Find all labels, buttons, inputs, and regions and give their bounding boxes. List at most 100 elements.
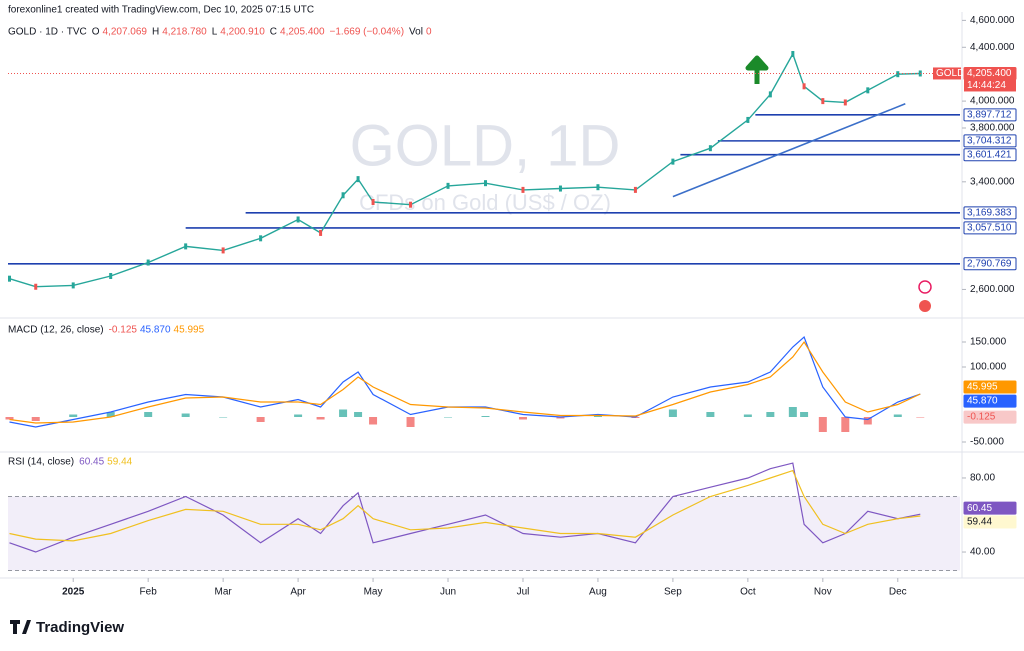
- up-arrow-head: [747, 58, 767, 70]
- x-tick-label: Sep: [664, 587, 682, 598]
- histogram-bar: [893, 414, 902, 417]
- histogram-bar: [481, 416, 490, 417]
- rsi-value: 60.45: [79, 457, 104, 468]
- candle: [259, 235, 263, 242]
- flag-icon[interactable]: [919, 300, 931, 312]
- candle: [821, 98, 825, 105]
- signal-axis-label-box: [963, 380, 1017, 394]
- histogram-bar: [369, 417, 378, 425]
- histogram-bar: [841, 417, 850, 432]
- level-label: 3,169.383: [967, 207, 1012, 218]
- attribution: forexonline1 created with TradingView.co…: [8, 5, 314, 16]
- last-price-label: 4,205.400: [967, 68, 1012, 79]
- candle: [184, 243, 188, 250]
- level-label-box: [963, 134, 1017, 148]
- change: −1.669 (−0.04%): [330, 27, 405, 38]
- candle: [7, 275, 11, 282]
- level-label-box: [963, 221, 1017, 235]
- logo: TradingView: [10, 619, 124, 636]
- histogram-bar: [339, 409, 348, 417]
- level-label: 3,897.712: [967, 110, 1012, 121]
- y-tick-label: -50.000: [970, 437, 1004, 448]
- histogram-axis-label-box: [963, 410, 1017, 424]
- histogram-axis-label: -0.125: [967, 412, 996, 423]
- candle: [558, 185, 562, 192]
- rsi-axis-label-box: [963, 501, 1017, 515]
- y-tick-label: 40.00: [970, 547, 995, 558]
- symbol-title: GOLD · 1D · TVC: [8, 27, 87, 38]
- candle: [371, 198, 375, 205]
- histogram-bar: [5, 417, 14, 420]
- level-label: 2,790.769: [967, 258, 1012, 269]
- histogram-bar: [256, 417, 265, 422]
- volume-value: 0: [426, 27, 432, 38]
- macd-value: 45.870: [140, 325, 171, 336]
- level-label-box: [963, 148, 1017, 162]
- candle: [341, 192, 345, 199]
- histogram-bar: [706, 412, 715, 417]
- rsi-band: [8, 496, 960, 571]
- countdown: 14:44:24: [967, 80, 1006, 91]
- histogram-bar: [181, 413, 190, 417]
- indicator-line: [9, 335, 921, 428]
- ohlc-key: H: [152, 27, 159, 38]
- candle: [633, 186, 637, 193]
- indicator-line: [9, 462, 921, 553]
- signal-value: 45.995: [174, 325, 205, 336]
- histogram-bar: [766, 412, 775, 417]
- histogram-bar: [354, 412, 363, 417]
- ohlc-key: O: [92, 27, 100, 38]
- histogram-bar: [743, 414, 752, 417]
- indicator-line: [9, 340, 921, 424]
- candle: [521, 186, 525, 193]
- histogram-bar: [818, 417, 827, 432]
- candle: [71, 282, 75, 289]
- histogram-bar: [800, 412, 809, 417]
- macd-axis-label: 45.870: [967, 396, 998, 407]
- candle: [708, 145, 712, 152]
- trendline: [672, 103, 906, 198]
- histogram-bar: [294, 414, 303, 417]
- candle: [34, 283, 38, 290]
- macd-axis-label-box: [963, 394, 1017, 408]
- rsi-ma-axis-label: 59.44: [967, 517, 992, 528]
- ohlc-value: 4,205.400: [280, 27, 325, 38]
- x-tick-label: Jun: [440, 587, 456, 598]
- x-tick-label: Jul: [517, 587, 530, 598]
- candle: [146, 259, 150, 266]
- y-tick-label: 80.00: [970, 473, 995, 484]
- candle: [483, 180, 487, 187]
- histogram-bar: [144, 412, 153, 417]
- candle: [596, 184, 600, 191]
- level-label-box: [963, 108, 1017, 122]
- ohlc-value: 4,207.069: [103, 27, 148, 38]
- histogram-bar: [69, 414, 78, 417]
- histogram-bar: [556, 417, 565, 419]
- countdown-box: [964, 79, 1016, 92]
- event-icon[interactable]: [918, 280, 932, 294]
- candle: [446, 182, 450, 189]
- candle: [319, 229, 323, 236]
- ohlc-value: 4,218.780: [162, 27, 207, 38]
- volume-key: Vol: [409, 27, 423, 38]
- y-tick-label: 100.000: [970, 362, 1007, 373]
- logo-text: TradingView: [36, 619, 124, 636]
- x-tick-label: Mar: [215, 587, 233, 598]
- y-tick-label: 3,400.000: [970, 176, 1015, 187]
- watermark-subtitle: CFDs on Gold (US$ / OZ): [359, 190, 611, 215]
- indicator-title: MACD (12, 26, close): [8, 325, 104, 336]
- candle: [768, 91, 772, 98]
- y-tick-label: 3,800.000: [970, 123, 1015, 134]
- y-tick-label: 2,600.000: [970, 284, 1015, 295]
- histogram-bar: [916, 417, 925, 418]
- candle: [296, 216, 300, 223]
- symbol-name: GOLD: [936, 68, 964, 79]
- candle: [221, 247, 225, 254]
- candle: [746, 116, 750, 123]
- x-tick-label: Oct: [740, 587, 756, 598]
- ohlc-key: L: [212, 27, 218, 38]
- candle: [356, 176, 360, 183]
- histogram-bar: [31, 417, 40, 421]
